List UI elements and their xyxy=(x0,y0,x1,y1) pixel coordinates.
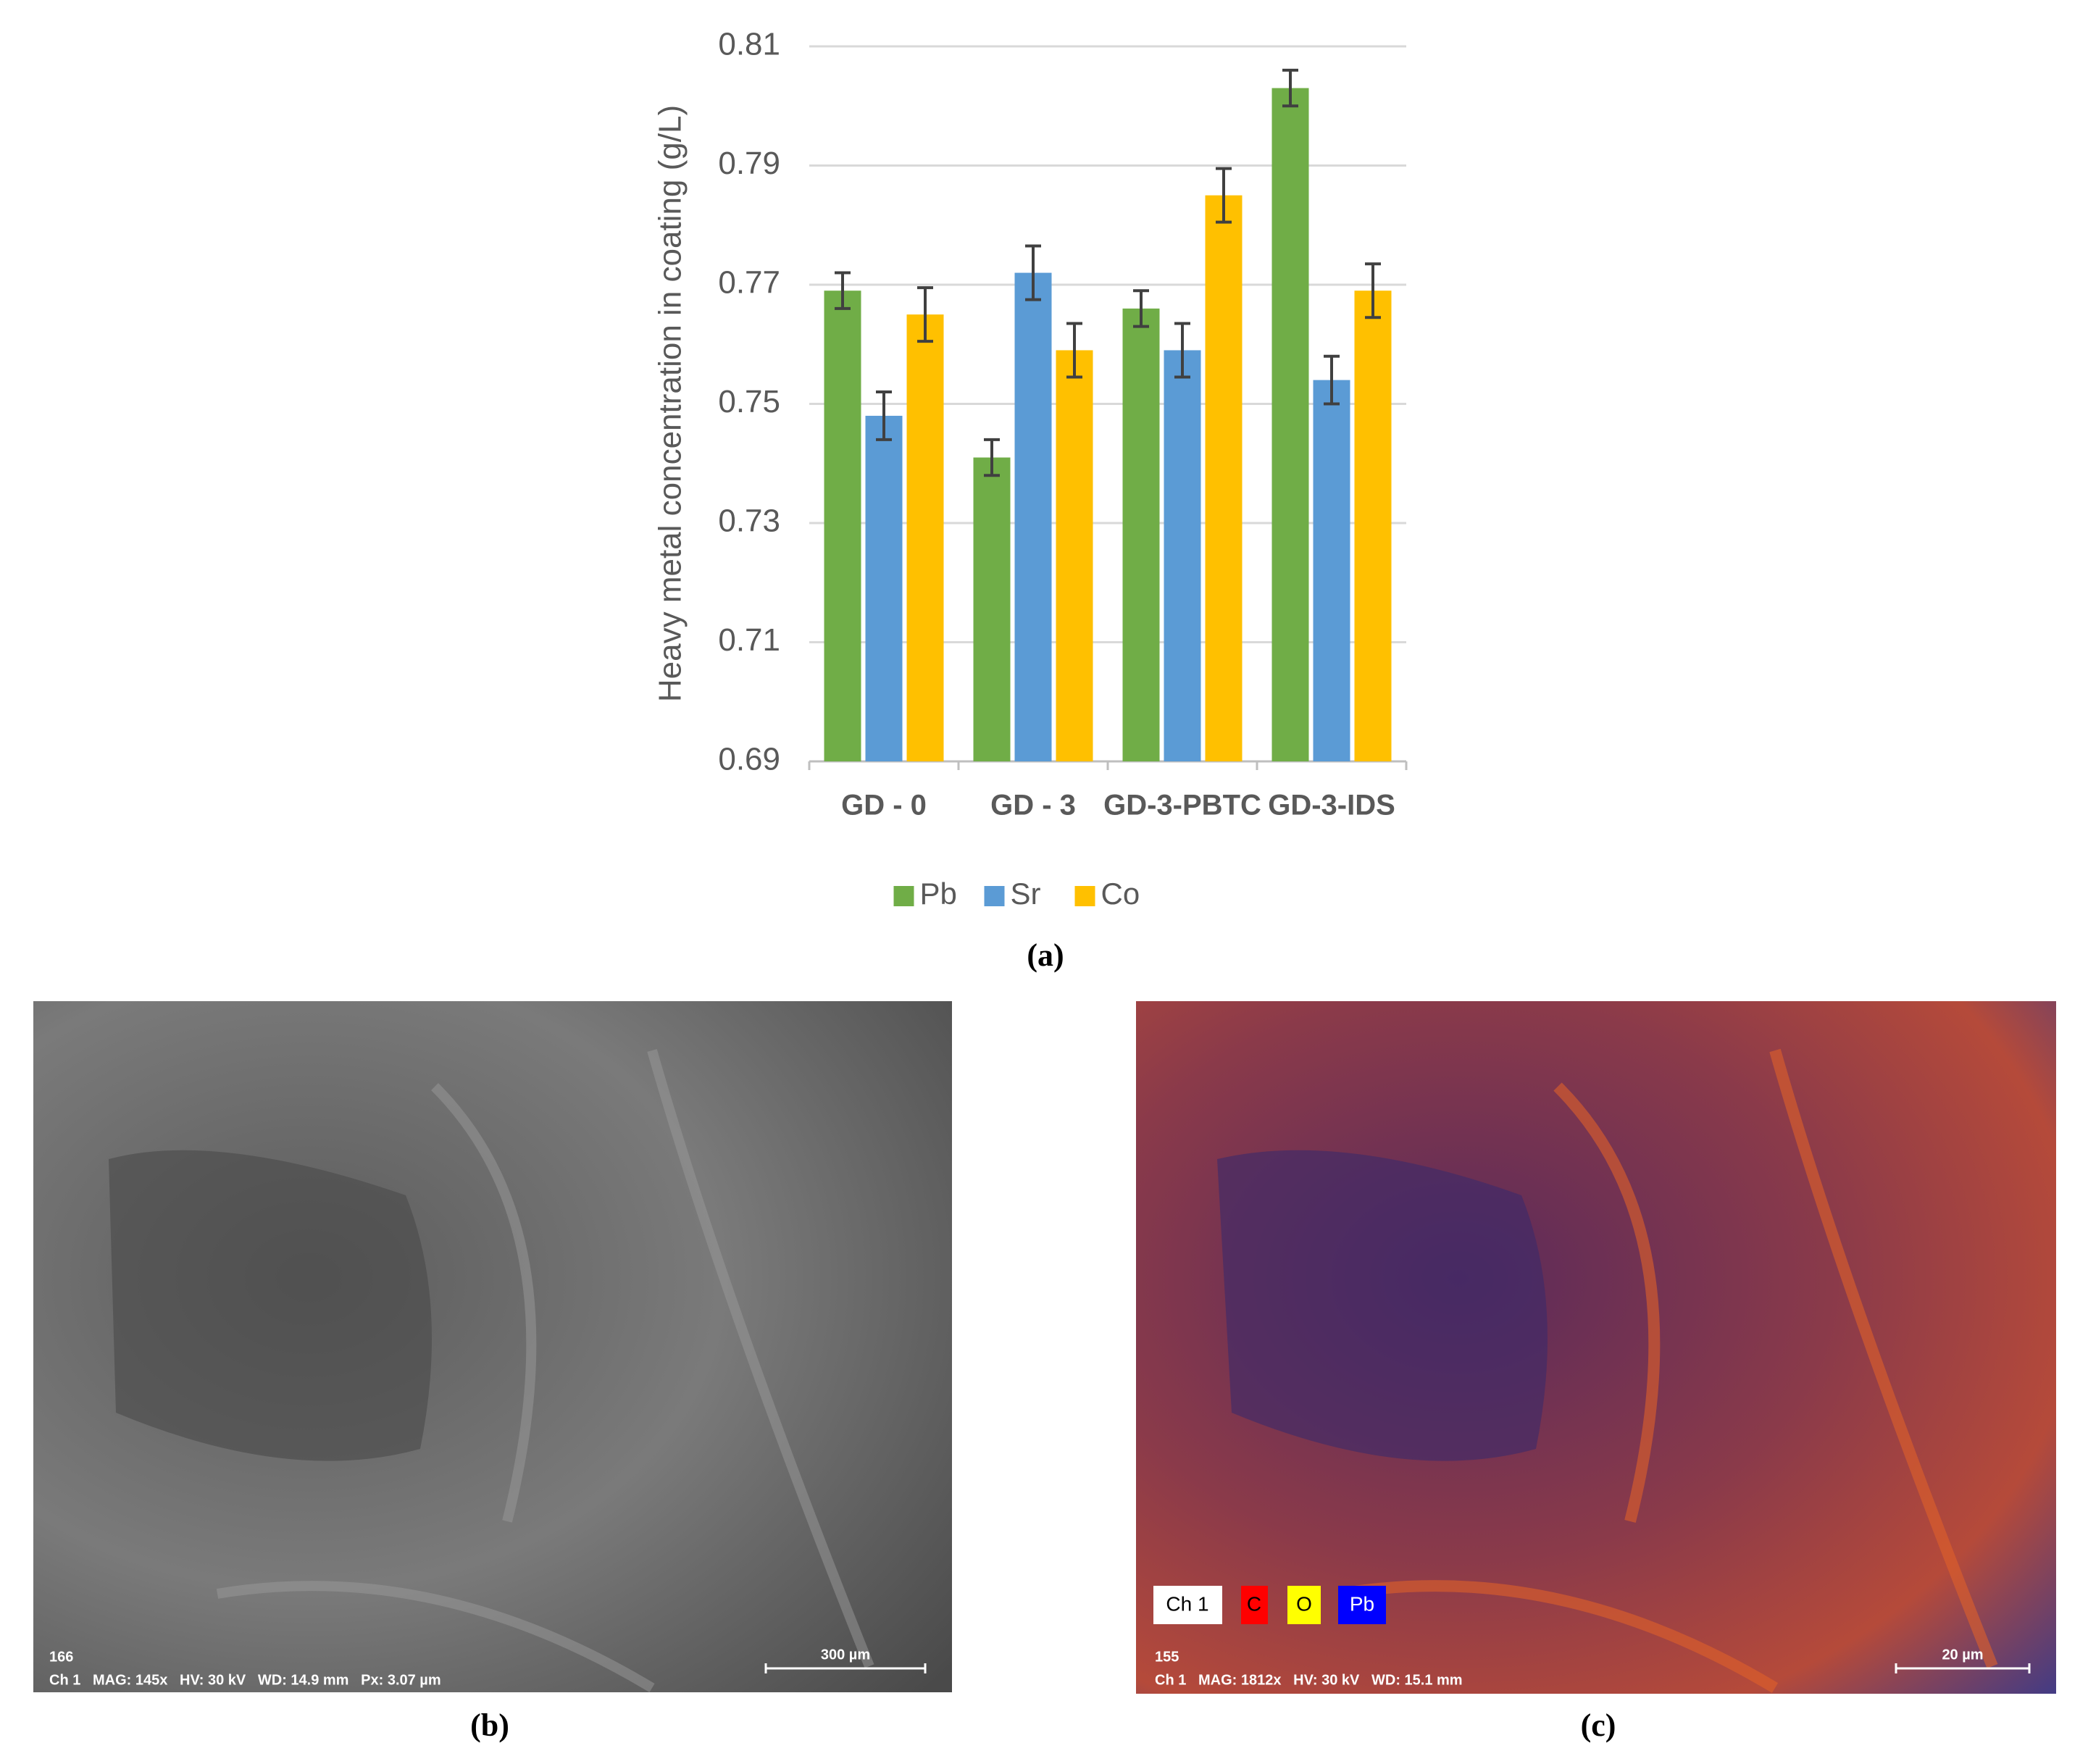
sem-texture xyxy=(1217,1150,1548,1461)
y-axis-label: Heavy metal concentration in coating (g/… xyxy=(653,105,688,702)
legend-label: Pb xyxy=(920,877,957,911)
sem-texture xyxy=(109,1150,432,1461)
error-bar xyxy=(1133,289,1149,328)
error-bar xyxy=(1282,68,1298,108)
x-tick-label: GD-3-PBTC xyxy=(1103,790,1261,822)
bar xyxy=(973,457,1011,761)
scale-bar xyxy=(764,1663,927,1673)
legend-label: C xyxy=(1247,1592,1261,1615)
legend-swatch xyxy=(893,886,914,906)
bar xyxy=(1056,350,1093,762)
bar xyxy=(1205,195,1243,761)
y-tick-label: 0.75 xyxy=(718,384,780,419)
error-bar xyxy=(1216,167,1232,224)
x-tick-label: GD - 3 xyxy=(990,790,1076,822)
y-tick-label: 0.69 xyxy=(718,742,780,777)
legend-label: Pb xyxy=(1350,1592,1374,1615)
y-tick-label: 0.71 xyxy=(718,622,780,658)
image-info: Ch 1 MAG: 145x HV: 30 kV WD: 14.9 mm Px:… xyxy=(49,1672,441,1688)
error-bar xyxy=(917,286,933,343)
legend-swatch xyxy=(1074,886,1095,906)
y-tick-label: 0.79 xyxy=(718,146,780,181)
panel-label: (b) xyxy=(470,1707,509,1743)
legend-label: O xyxy=(1296,1592,1312,1615)
error-bar xyxy=(1365,262,1381,319)
legend-swatch xyxy=(984,886,1005,906)
legend-label: Co xyxy=(1101,877,1140,911)
bar xyxy=(824,290,861,762)
y-tick-label: 0.81 xyxy=(718,27,780,62)
legend-box xyxy=(1153,1586,1222,1624)
bar xyxy=(1354,290,1392,762)
chart: 0.69 0.71 0.73 0.75 0.77 0.79 0.81 GD - 0 GD - 3… xyxy=(718,27,1408,911)
bar xyxy=(1271,88,1309,761)
sem-texture xyxy=(1339,1048,1998,1693)
error-bar xyxy=(984,438,1000,477)
bar xyxy=(865,415,903,761)
image-id: 155 xyxy=(1155,1649,1179,1665)
error-bar xyxy=(1066,322,1082,379)
legend-box xyxy=(1338,1586,1386,1624)
legend-label: Sr xyxy=(1011,877,1041,911)
bar xyxy=(906,314,944,761)
bar xyxy=(1164,350,1201,762)
scale-label: 300 µm xyxy=(821,1647,870,1663)
scale-label: 20 µm xyxy=(1942,1647,1983,1663)
error-bar xyxy=(1324,354,1340,406)
scale-bar xyxy=(1895,1663,2031,1673)
bar xyxy=(1313,380,1350,761)
y-tick-label: 0.73 xyxy=(718,503,780,539)
sem-texture xyxy=(216,1049,874,1693)
image-id: 166 xyxy=(49,1649,73,1665)
bar xyxy=(1122,308,1160,761)
error-bar xyxy=(1174,322,1190,379)
x-tick-label: GD - 0 xyxy=(841,790,927,822)
error-bar xyxy=(1025,244,1041,301)
legend-label: Ch 1 xyxy=(1166,1592,1208,1615)
image-info: Ch 1 MAG: 1812x HV: 30 kV WD: 15.1 mm xyxy=(1155,1672,1463,1688)
x-tick-label: GD-3-IDS xyxy=(1268,790,1395,822)
bar xyxy=(1014,272,1052,761)
error-bar xyxy=(876,390,892,441)
panel-label: (a) xyxy=(1027,937,1064,973)
legend-box xyxy=(1241,1586,1268,1624)
error-bar xyxy=(835,271,851,310)
y-tick-label: 0.77 xyxy=(718,265,780,301)
panel-label: (c) xyxy=(1581,1707,1616,1743)
legend-box xyxy=(1287,1586,1321,1624)
